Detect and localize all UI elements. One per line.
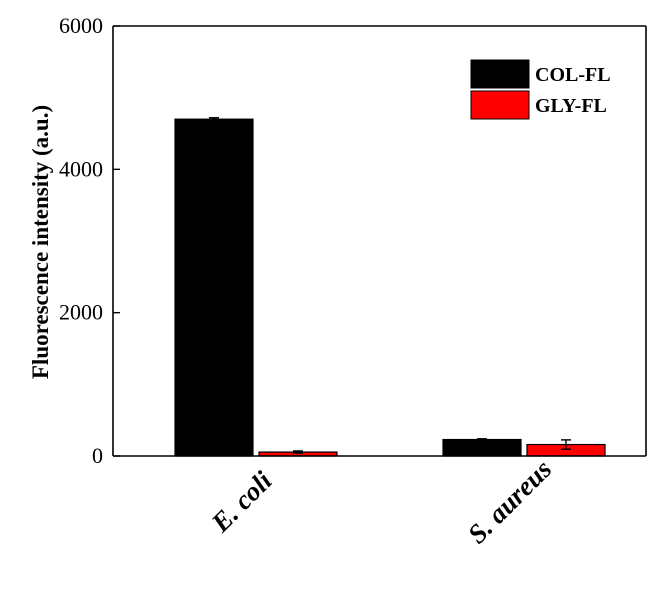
y-tick-label: 2000	[59, 300, 103, 325]
bar	[174, 118, 254, 457]
legend-swatch	[470, 90, 530, 120]
axes: 0 2000 4000 6000 E. coli S. aureus	[59, 13, 647, 549]
y-tick-label: 0	[92, 443, 103, 468]
bar	[442, 438, 522, 457]
legend-label: COL-FL	[535, 64, 611, 86]
legend: COL-FL GLY-FL	[470, 59, 611, 120]
y-tick-label: 6000	[59, 13, 103, 38]
x-category-label: E. coli	[205, 465, 278, 538]
y-axis-title: Fluorescence intensity (a.u.)	[28, 105, 53, 379]
legend-swatch	[470, 59, 530, 89]
y-tick-label: 4000	[59, 156, 103, 181]
legend-label: GLY-FL	[535, 95, 607, 117]
x-category-label: S. aureus	[462, 454, 557, 549]
plot-area	[174, 117, 606, 457]
